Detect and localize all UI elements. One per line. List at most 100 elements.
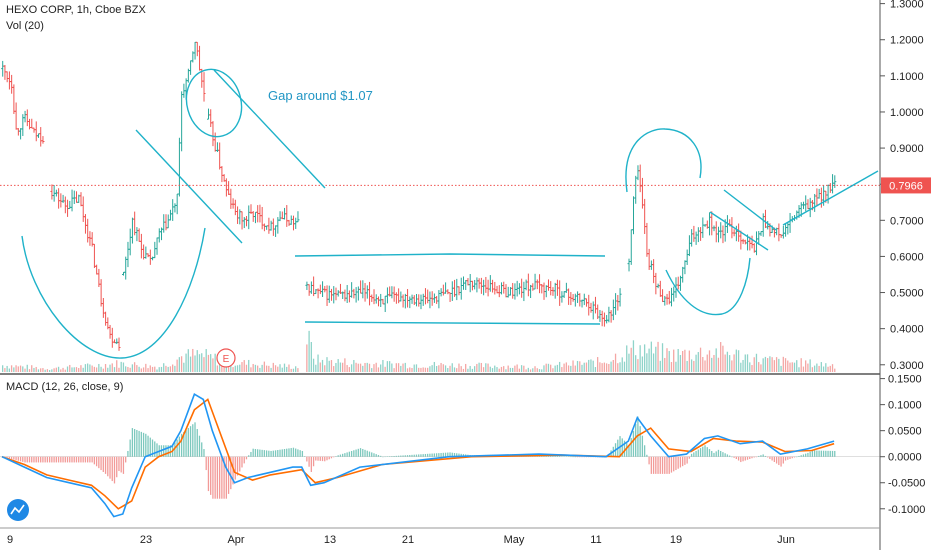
volume-bar	[51, 369, 53, 372]
volume-legend: Vol (20)	[6, 20, 44, 32]
price-bar	[86, 218, 90, 243]
volume-bar	[319, 362, 321, 372]
macd-histogram-bar	[272, 450, 274, 457]
macd-histogram-bar	[733, 456, 735, 458]
macd-histogram-bar	[630, 438, 632, 457]
volume-bar	[686, 360, 688, 372]
macd-histogram-bar	[451, 452, 453, 457]
macd-histogram-bar	[827, 450, 829, 457]
price-bar	[271, 218, 275, 236]
time-tick-label: 23	[140, 534, 152, 546]
volume-bar	[183, 362, 185, 372]
price-bar	[470, 280, 474, 291]
price-bar	[484, 276, 488, 293]
volume-bar	[503, 366, 505, 372]
volume-bar	[597, 357, 599, 372]
macd-histogram-bar	[798, 455, 800, 457]
volume-bar	[813, 365, 816, 372]
price-bar	[137, 228, 141, 242]
volume-bar	[239, 364, 241, 372]
price-bar	[538, 274, 542, 294]
volume-bar	[637, 359, 639, 372]
volume-bar	[368, 363, 371, 372]
volume-bar	[603, 362, 606, 372]
price-bar	[171, 199, 175, 221]
price-bar	[155, 237, 159, 255]
volume-bar	[160, 366, 163, 372]
macd-histogram-bar	[91, 456, 93, 463]
macd-histogram-bar	[411, 454, 413, 457]
volume-bar	[140, 368, 142, 372]
volume-bar	[330, 360, 333, 372]
volume-bar	[442, 364, 444, 372]
price-tick-label: 1.2000	[890, 35, 924, 47]
macd-histogram-bar	[203, 449, 205, 457]
price-bar	[589, 302, 593, 313]
price-bar	[401, 294, 405, 308]
volume-bar	[44, 369, 46, 372]
macd-histogram-bar	[708, 449, 711, 457]
volume-bar	[84, 364, 87, 372]
macd-histogram-bar	[831, 450, 834, 457]
macd-histogram-bar	[127, 450, 129, 457]
price-bar	[23, 110, 27, 123]
price-bar	[327, 285, 331, 303]
macd-histogram-bar	[109, 456, 111, 479]
price-bar	[242, 217, 246, 229]
volume-bar	[40, 368, 42, 372]
downtrend-line-1	[135, 129, 243, 244]
macd-histogram-bar	[66, 456, 69, 463]
volume-bar	[722, 345, 724, 372]
price-bar	[99, 279, 103, 307]
macd-histogram-bar	[250, 451, 252, 457]
volume-bar	[514, 365, 516, 372]
macd-tick-label: 0.0000	[888, 452, 922, 464]
price-bar	[426, 289, 430, 304]
time-tick-label: 13	[324, 534, 336, 546]
volume-bar	[395, 363, 397, 372]
price-bar	[564, 282, 568, 293]
macd-histogram-bar	[728, 455, 731, 457]
macd-histogram-bar	[805, 453, 807, 457]
macd-histogram-bar	[382, 456, 384, 458]
macd-histogram-bar	[386, 456, 389, 457]
price-bar	[206, 108, 210, 120]
macd-histogram-bar	[169, 445, 172, 457]
price-bar	[12, 84, 16, 114]
macd-histogram-bar	[154, 441, 156, 457]
macd-histogram-bar	[33, 456, 35, 463]
macd-histogram-bar	[8, 456, 11, 459]
volume-bar	[178, 357, 181, 372]
volume-bar	[154, 366, 156, 372]
price-bar	[716, 226, 720, 243]
volume-bar	[234, 365, 236, 372]
cup-curve	[21, 227, 206, 359]
macd-histogram-bar	[704, 445, 706, 457]
price-tick-label: 0.3000	[890, 360, 924, 372]
price-bar	[708, 212, 712, 236]
price-bar	[417, 294, 421, 307]
price-bar	[784, 223, 788, 237]
macd-histogram-bar	[422, 454, 424, 457]
price-bar	[493, 281, 497, 295]
macd-histogram-bar	[283, 449, 286, 457]
price-bar	[591, 301, 595, 320]
price-bar	[663, 295, 667, 306]
macd-histogram-bar	[87, 456, 89, 463]
price-bar	[126, 241, 130, 268]
macd-histogram-bar	[243, 456, 245, 464]
volume-bar	[793, 362, 796, 372]
breakout-line	[782, 170, 879, 226]
macd-histogram-bar	[353, 450, 355, 457]
macd-histogram-bar	[413, 454, 415, 457]
macd-histogram-bar	[458, 453, 460, 457]
price-bar	[336, 290, 340, 297]
price-bar	[108, 324, 112, 339]
macd-histogram-bar	[113, 456, 116, 484]
volume-bar	[31, 365, 33, 372]
price-bar	[168, 209, 172, 221]
volume-bar	[283, 363, 286, 372]
price-bar	[549, 281, 553, 296]
macd-histogram-bar	[735, 456, 737, 459]
